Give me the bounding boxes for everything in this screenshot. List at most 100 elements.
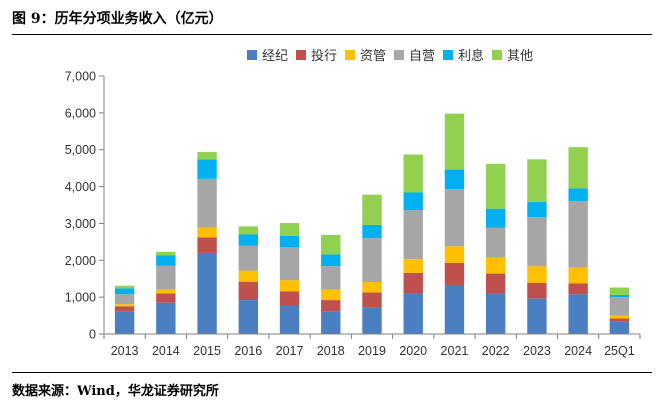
bar-segment xyxy=(609,321,630,334)
x-tick-label: 2019 xyxy=(358,344,386,358)
legend-label: 其他 xyxy=(507,49,533,64)
bar-segment xyxy=(321,311,341,334)
x-tick-label: 2017 xyxy=(276,344,304,358)
stacked-bar-chart: 经纪 投行 资管 自营 利息 其他 0 1,000 2,000 3,000 4,000 5,000 6… xyxy=(65,48,641,358)
bar-segment xyxy=(609,318,630,322)
bar-segment xyxy=(486,293,506,334)
y-tick-label: 6,000 xyxy=(65,106,96,120)
bar-segment xyxy=(527,202,547,218)
bar-segment xyxy=(238,281,258,301)
x-tick-label: 2021 xyxy=(441,344,469,358)
bar-segment xyxy=(156,302,176,334)
bar-segment xyxy=(444,169,465,190)
bar-segment xyxy=(197,178,217,228)
bar-segment xyxy=(362,238,382,283)
bar-segment xyxy=(238,245,258,271)
bar-segment xyxy=(197,151,217,160)
bar-segment xyxy=(156,251,176,256)
bar-segment xyxy=(527,159,547,203)
bar-segment xyxy=(568,147,588,189)
bars xyxy=(114,113,630,334)
figure-title: 图 9：历年分项业务收入（亿元） xyxy=(12,11,223,27)
bar-segment xyxy=(321,289,341,301)
bar-segment xyxy=(114,311,135,334)
legend-label: 资管 xyxy=(360,49,386,64)
x-tick-label: 2016 xyxy=(234,344,262,358)
x-tick-label: 2013 xyxy=(111,344,139,358)
bar-segment xyxy=(238,270,258,282)
bottom-rule xyxy=(12,372,652,373)
legend-swatch xyxy=(296,50,306,60)
bar-segment xyxy=(114,285,135,289)
bar-segment xyxy=(527,298,547,334)
legend-label: 经纪 xyxy=(262,49,288,64)
bar-segment xyxy=(527,266,547,283)
x-tick-label: 2014 xyxy=(152,344,180,358)
bar-segment xyxy=(444,189,465,247)
bar-segment xyxy=(609,315,630,319)
bar-segment xyxy=(279,235,300,248)
x-tick-label: 2015 xyxy=(193,344,221,358)
bar-segment xyxy=(321,266,341,290)
bar-segment xyxy=(114,304,135,307)
legend-swatch xyxy=(345,50,355,60)
bar-segment xyxy=(197,252,217,334)
y-tick-label: 4,000 xyxy=(65,180,96,194)
bar-segment xyxy=(403,192,423,211)
bar-segment xyxy=(279,223,300,236)
y-tick-label: 7,000 xyxy=(65,70,96,84)
bar-segment xyxy=(156,289,176,294)
top-rule xyxy=(12,34,652,35)
bar-segment xyxy=(362,194,382,225)
bar-segment xyxy=(156,293,176,303)
bar-segment xyxy=(279,291,300,306)
bar-segment xyxy=(527,282,547,299)
bar-segment xyxy=(444,284,465,334)
bar-segment xyxy=(362,307,382,334)
legend-swatch xyxy=(443,50,453,60)
bar-segment xyxy=(197,159,217,179)
bar-segment xyxy=(279,305,300,334)
bar-segment xyxy=(238,234,258,246)
y-tick-label: 5,000 xyxy=(65,143,96,157)
y-tick-label: 2,000 xyxy=(65,254,96,268)
bar-segment xyxy=(403,154,423,193)
bar-segment xyxy=(568,200,588,268)
legend-label: 利息 xyxy=(458,48,484,64)
x-tick-label: 2020 xyxy=(399,344,427,358)
bar-segment xyxy=(362,282,382,293)
bar-segment xyxy=(609,297,630,316)
x-tick-label: 2023 xyxy=(523,344,551,358)
y-tick-label: 3,000 xyxy=(65,217,96,231)
bar-segment xyxy=(156,265,176,290)
y-tick-label: 0 xyxy=(89,328,96,342)
bar-segment xyxy=(486,163,506,209)
bar-segment xyxy=(238,226,258,235)
y-tick-label: 1,000 xyxy=(65,291,96,305)
legend-label: 投行 xyxy=(311,48,337,64)
bar-segment xyxy=(444,262,465,285)
bar-segment xyxy=(403,272,423,294)
bar-segment xyxy=(362,224,382,239)
x-axis: 2013 2014 2015 2016 2017 2018 2019 2020 2021 2022… xyxy=(103,333,641,358)
x-tick-label: 2018 xyxy=(317,344,345,358)
legend: 经纪 投行 资管 自营 利息 其他 xyxy=(247,48,533,64)
bar-segment xyxy=(486,273,506,294)
bar-segment xyxy=(527,217,547,267)
bar-segment xyxy=(114,288,135,295)
bar-segment xyxy=(486,227,506,258)
bar-segment xyxy=(114,294,135,305)
x-tick-label: 2022 xyxy=(482,344,510,358)
bar-segment xyxy=(609,294,630,298)
bar-segment xyxy=(568,283,588,295)
bar-segment xyxy=(238,300,258,334)
legend-label: 自营 xyxy=(409,49,435,64)
legend-swatch xyxy=(394,50,404,60)
legend-swatch xyxy=(492,50,502,60)
bar-segment xyxy=(321,234,341,255)
y-axis: 0 1,000 2,000 3,000 4,000 5,000 6,000 7,000 xyxy=(65,70,105,342)
bar-segment xyxy=(444,246,465,263)
bar-segment xyxy=(568,267,588,284)
bar-segment xyxy=(362,292,382,308)
x-tick-label: 2024 xyxy=(564,344,592,358)
